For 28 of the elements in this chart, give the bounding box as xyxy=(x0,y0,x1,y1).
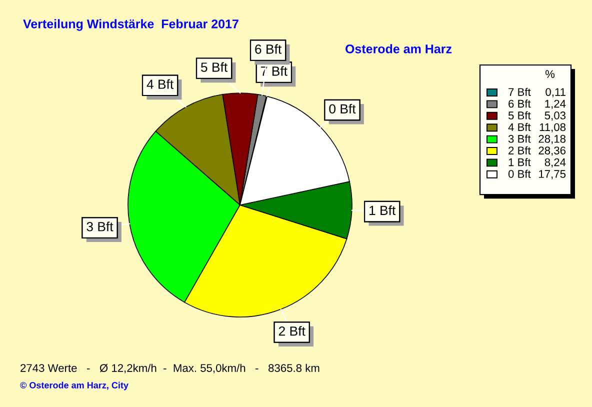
legend-label: 3 Bft xyxy=(508,134,531,143)
data-label: 8,24 xyxy=(544,158,566,168)
slice-label: 1 Bft xyxy=(370,205,396,216)
slice-label: 0 Bft xyxy=(329,104,356,114)
data-label: 1,24 xyxy=(545,100,566,109)
slice-label: 4 Bft xyxy=(146,79,174,89)
legend-label: 7 Bft xyxy=(508,88,531,96)
data-label: 28,18 xyxy=(538,134,566,144)
chart-title: Verteilung Windstärke Februar 2017 xyxy=(23,19,238,31)
data-label: 17,75 xyxy=(539,170,566,180)
slice-label: 6 Bft xyxy=(255,44,282,54)
slice-label: 5 Bft xyxy=(201,62,228,72)
legend-label: 0 Bft xyxy=(508,170,531,178)
data-label: 0,11 xyxy=(546,88,566,98)
data-label: 11,08 xyxy=(540,123,566,132)
data-label: 28,36 xyxy=(538,146,566,156)
data-label: 5,03 xyxy=(544,112,566,121)
slice-label: 3 Bft xyxy=(86,222,114,232)
legend-label: 1 Bft xyxy=(508,158,531,166)
legend-label: 2 Bft xyxy=(508,146,531,154)
slice-label: 2 Bft xyxy=(278,326,306,336)
legend-label: 6 Bft xyxy=(508,100,531,108)
legend-label: 4 Bft xyxy=(508,122,531,132)
text: 2743 Werte - Ø 12,2km/h - Max. 55,0km/h - 8365.8 km xyxy=(20,364,320,374)
legend-label: 5 Bft xyxy=(508,111,531,120)
chart-subtitle: Osterode am Harz xyxy=(346,44,452,54)
text: © Osterode am Harz, City xyxy=(20,382,128,390)
legend-title: % xyxy=(545,70,555,78)
